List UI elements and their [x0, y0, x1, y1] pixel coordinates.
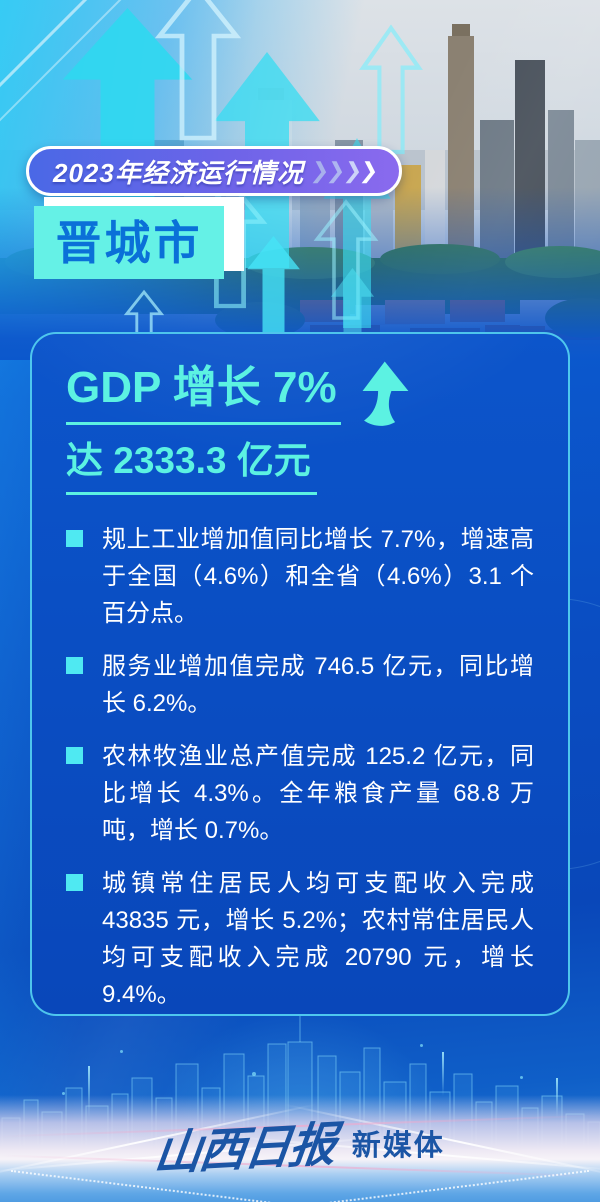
square-bullet-icon	[66, 529, 83, 547]
growth-arrow-icon	[362, 361, 409, 426]
chevron-icon: ❯	[358, 158, 381, 183]
gdp-headline: GDP 增长 7%	[66, 363, 341, 426]
stats-list: 规上工业增加值同比增长 7.7%，增速高于全国（4.6%）和全省（4.6%）3.…	[66, 521, 534, 1013]
footer-brand: 山西日报 新媒体	[0, 1110, 600, 1182]
particle-dot	[252, 1072, 256, 1076]
banner-title: 2023年经济运行情况	[53, 157, 304, 188]
stat-item: 城镇常住居民人均可支配收入完成 43835 元，增长 5.2%；农村常住居民人均…	[66, 865, 534, 1013]
light-streak	[442, 1052, 444, 1096]
gdp-value: 达 2333.3 亿元	[66, 440, 317, 495]
square-bullet-icon	[66, 873, 83, 891]
city-name: 晋城市	[55, 216, 203, 269]
stat-text: 城镇常住居民人均可支配收入完成 43835 元，增长 5.2%；农村常住居民人均…	[102, 869, 534, 1008]
gdp-value-row: 达 2333.3 亿元	[66, 428, 534, 495]
square-bullet-icon	[66, 656, 83, 674]
brand-script-logo: 山西日报	[151, 1117, 338, 1182]
stats-card: GDP 增长 7% 达 2333.3 亿元 规上工业增加值同比增长 7.7%，增…	[30, 332, 570, 1016]
fast-forward-chevrons-icon: ❯ ❯ ❯ ❯	[309, 158, 381, 183]
stat-item: 农林牧渔业总产值完成 125.2 亿元，同比增长 4.3%。全年粮食产量 68.…	[66, 738, 534, 849]
stat-text: 服务业增加值完成 746.5 亿元，同比增长 6.2%。	[102, 652, 534, 717]
city-badge-panel: 晋城市	[34, 206, 224, 279]
stat-item: 服务业增加值完成 746.5 亿元，同比增长 6.2%。	[66, 648, 534, 722]
stat-item: 规上工业增加值同比增长 7.7%，增速高于全国（4.6%）和全省（4.6%）3.…	[66, 521, 534, 632]
square-bullet-icon	[66, 746, 83, 764]
gdp-headline-row: GDP 增长 7%	[66, 361, 534, 428]
particle-dot	[420, 1044, 423, 1047]
stat-text: 农林牧渔业总产值完成 125.2 亿元，同比增长 4.3%。全年粮食产量 68.…	[102, 742, 534, 844]
particle-dot	[520, 1076, 523, 1079]
particle-dot	[120, 1050, 123, 1053]
stat-text: 规上工业增加值同比增长 7.7%，增速高于全国（4.6%）和全省（4.6%）3.…	[102, 525, 534, 627]
brand-suffix-label: 新媒体	[351, 1130, 445, 1162]
report-banner: 2023年经济运行情况 ❯ ❯ ❯ ❯	[26, 146, 402, 196]
